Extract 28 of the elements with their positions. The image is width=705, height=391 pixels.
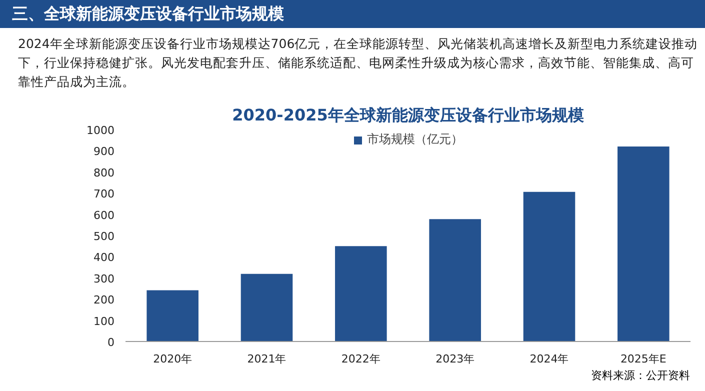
x-tick-label: 2025年E (620, 352, 666, 366)
chart-title: 2020-2025年全球新能源变压设备行业市场规模 (232, 106, 584, 124)
y-tick-label: 1000 (86, 124, 115, 137)
bar (523, 192, 576, 342)
x-tick-label: 2024年 (530, 352, 569, 366)
bar (146, 290, 198, 342)
bar (618, 146, 670, 342)
y-tick-label: 100 (94, 314, 115, 328)
bar (335, 246, 387, 342)
x-tick-label: 2020年 (153, 352, 192, 366)
x-tick-label: 2022年 (341, 352, 380, 366)
y-tick-label: 700 (94, 188, 115, 201)
y-tick-label: 900 (94, 145, 115, 158)
bar (429, 219, 481, 342)
y-tick-label: 200 (94, 294, 115, 307)
bar (240, 274, 293, 342)
x-tick-label: 2023年 (436, 352, 475, 366)
y-tick-label: 600 (94, 208, 115, 222)
legend-label: 市场规模（亿元） (367, 131, 463, 148)
y-tick-label: 400 (94, 251, 115, 264)
text: 资料来源：公开资料 (591, 368, 690, 384)
chart-subtitle: 2024年全球新能源变压设备行业市场规模达706亿元，在全球能源转型、风光储装机高速增长及新型电力系统建设推动下，行业保持稳健扩张。风光发电配套升压、储能系统适配、电网柔性升级成为核心需求，高效节能、智能集成、高可靠性产品成为主流。 (18, 35, 698, 91)
y-tick-label: 500 (94, 230, 115, 243)
text: 三、全球新能源变压设备行业市场规模 (12, 3, 284, 25)
y-tick-label: 300 (94, 272, 115, 286)
y-tick-label: 0 (108, 336, 114, 349)
y-tick-label: 800 (94, 166, 115, 180)
x-tick-label: 2021年 (247, 352, 286, 366)
